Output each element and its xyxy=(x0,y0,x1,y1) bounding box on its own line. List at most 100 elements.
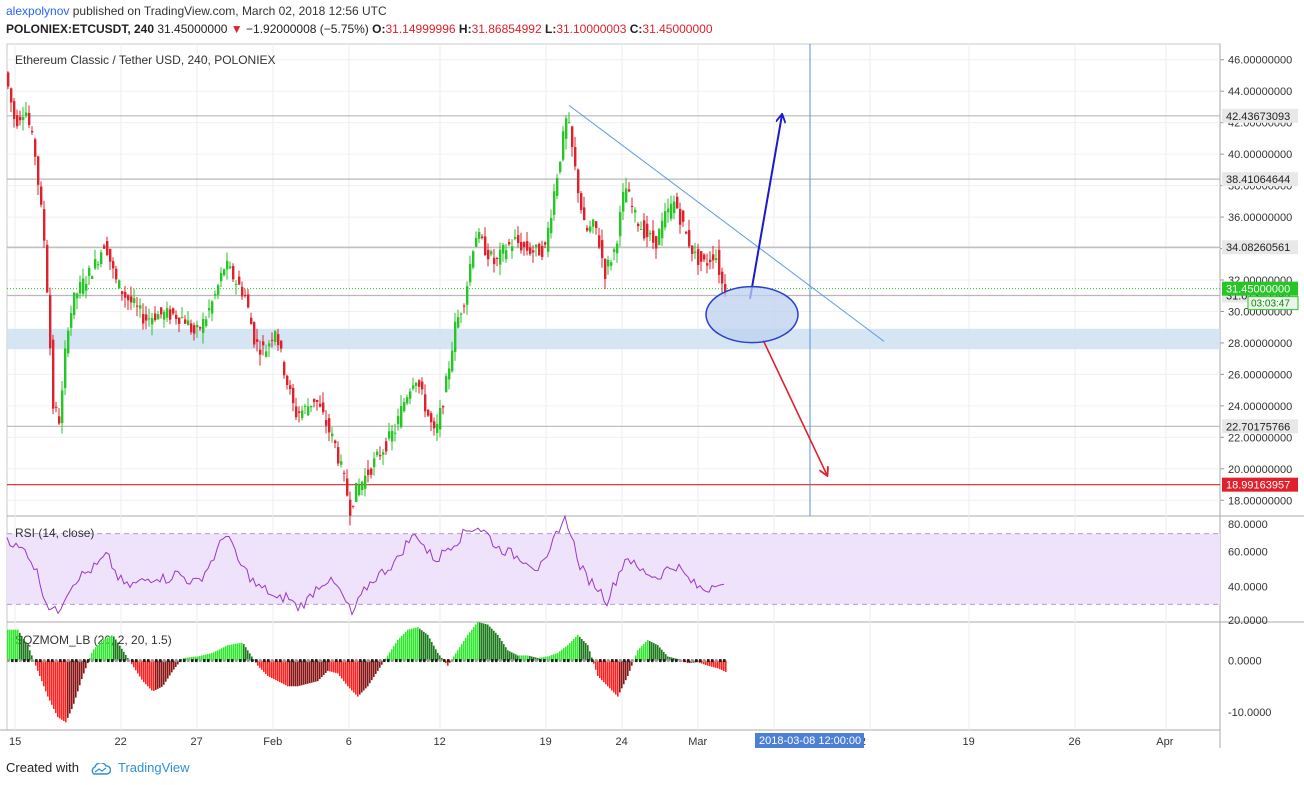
candle-body xyxy=(403,402,406,412)
squeeze-dot xyxy=(523,659,526,663)
crosshair-date-tag xyxy=(755,733,864,748)
candle-body xyxy=(67,330,70,354)
candle-body xyxy=(136,305,139,307)
candle-body xyxy=(43,209,46,241)
squeeze-dot xyxy=(431,659,434,663)
candle-body xyxy=(673,201,676,214)
sqzmom-bar xyxy=(317,660,319,682)
sqzmom-bar xyxy=(345,660,347,684)
sqzmom-bar xyxy=(711,660,713,667)
sqzmom-bar xyxy=(493,630,495,661)
low-value: 31.10000003 xyxy=(556,22,627,36)
sqzmom-bar xyxy=(209,653,211,661)
sqzmom-bar xyxy=(249,653,251,661)
squeeze-dot xyxy=(691,659,694,663)
price-tick-label: 28.00000000 xyxy=(1228,338,1292,350)
squeeze-dot xyxy=(487,659,490,663)
sqzmom-bar xyxy=(663,651,665,661)
candle-body xyxy=(214,294,217,296)
candle-body xyxy=(97,264,100,266)
sqzmom-bar xyxy=(241,642,243,661)
sqzmom-label: SQZMOM_LB (20, 2, 20, 1.5) xyxy=(15,633,172,647)
squeeze-dot xyxy=(139,659,142,663)
sqzmom-bar xyxy=(507,650,509,661)
sqzmom-bar xyxy=(621,660,623,689)
candle-body xyxy=(184,319,187,324)
candle-body xyxy=(457,317,460,328)
squeeze-dot xyxy=(135,659,138,663)
squeeze-dot xyxy=(83,659,86,663)
sqzmom-bar xyxy=(131,660,133,665)
candle-body xyxy=(103,245,106,249)
candle-body xyxy=(604,259,607,279)
squeeze-dot xyxy=(583,659,586,663)
sqzmom-bar xyxy=(225,646,227,661)
sqzmom-bar xyxy=(455,653,457,661)
candle-body xyxy=(574,146,577,167)
candle-body xyxy=(547,227,550,252)
squeeze-dot xyxy=(483,659,486,663)
sqzmom-bar xyxy=(527,655,529,661)
candle-body xyxy=(691,245,694,254)
squeeze-dot xyxy=(603,659,606,663)
squeeze-dot xyxy=(331,659,334,663)
sqzmom-bar xyxy=(387,655,389,661)
sqzmom-bar xyxy=(499,637,501,661)
squeeze-dot xyxy=(639,659,642,663)
sqzmom-bar xyxy=(635,655,637,661)
candle-body xyxy=(685,231,688,234)
sqzmom-bar xyxy=(299,660,301,686)
sqzmom-bar xyxy=(707,660,709,666)
squeeze-dot xyxy=(343,659,346,663)
squeeze-dot xyxy=(567,659,570,663)
candle-body xyxy=(13,101,16,120)
author-link[interactable]: alexpolynov xyxy=(6,4,70,18)
price-level-tag-label: 42.43673093 xyxy=(1226,111,1290,123)
sqzmom-bar xyxy=(597,660,599,676)
candle-body xyxy=(283,362,286,376)
sqzmom-bar xyxy=(445,660,447,664)
tradingview-link[interactable]: TradingView xyxy=(118,760,190,775)
price-level-tag-label: 18.99163957 xyxy=(1226,480,1290,492)
squeeze-dot xyxy=(23,659,26,663)
chart-frame xyxy=(6,43,1221,731)
candle-body xyxy=(382,452,385,455)
publish-info: published on TradingView.com, March 02, … xyxy=(72,4,387,18)
sqzmom-bar xyxy=(253,659,255,661)
squeeze-dot xyxy=(299,659,302,663)
candle-body xyxy=(310,405,313,408)
candle-body xyxy=(577,169,580,194)
sqzmom-bar xyxy=(433,645,435,661)
squeeze-dot xyxy=(31,659,34,663)
sqzmom-bar xyxy=(649,641,651,661)
squeeze-dot xyxy=(647,659,650,663)
sqzmom-bar xyxy=(45,660,47,692)
sqzmom-bar xyxy=(119,645,121,661)
sqzmom-bar xyxy=(613,660,615,693)
candle-body xyxy=(304,405,307,407)
sqzmom-bar xyxy=(25,642,27,661)
squeeze-dot xyxy=(91,659,94,663)
candle-body xyxy=(409,391,412,399)
sqzmom-bar xyxy=(409,629,411,661)
sqzmom-bar xyxy=(63,660,65,721)
candle-body xyxy=(493,257,496,265)
sqzmom-bar xyxy=(295,660,297,687)
squeeze-dot xyxy=(339,659,342,663)
squeeze-dot xyxy=(255,659,258,663)
candle-body xyxy=(724,284,727,295)
sqzmom-bar xyxy=(35,660,37,666)
sqzmom-bar xyxy=(657,645,659,661)
candle-body xyxy=(40,186,43,205)
sqzmom-bar xyxy=(17,629,19,661)
squeeze-dot xyxy=(471,659,474,663)
candle-body xyxy=(643,220,646,239)
sqzmom-bar xyxy=(201,655,203,661)
sqzmom-bar xyxy=(587,645,589,661)
sqzmom-bar xyxy=(61,660,63,720)
candle-body xyxy=(616,243,619,254)
time-tick-label: 19 xyxy=(540,736,552,748)
squeeze-dot xyxy=(123,659,126,663)
sqzmom-bar xyxy=(55,660,57,714)
chart-canvas[interactable]: Ethereum Classic / Tether USD, 240, POLO… xyxy=(0,0,1304,760)
